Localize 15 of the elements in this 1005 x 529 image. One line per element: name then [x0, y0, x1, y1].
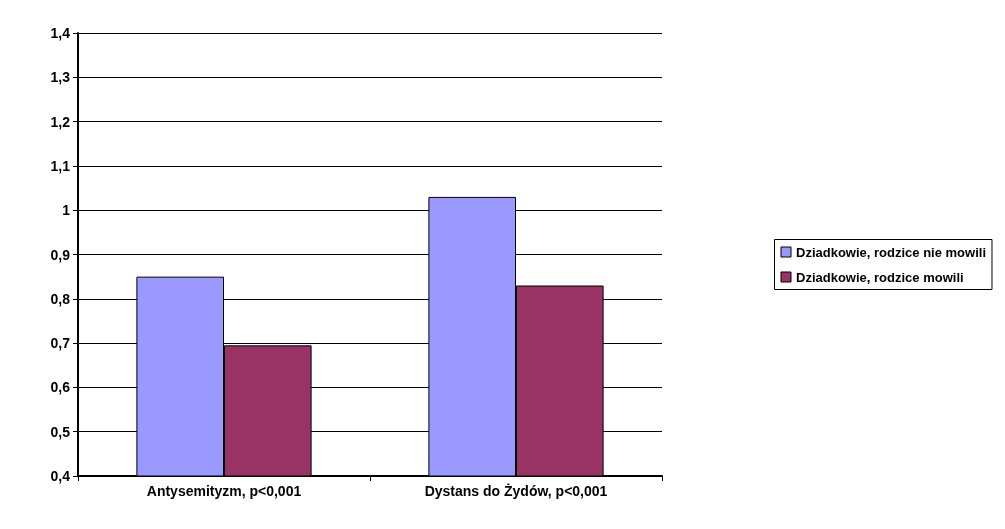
- legend-label: Dziadkowie, rodzice nie mowili: [796, 244, 987, 260]
- y-tick-label: 0,7: [50, 335, 71, 352]
- y-tick-label: 0,4: [50, 468, 71, 484]
- y-tick-label: 1: [62, 202, 71, 219]
- x-tick-label: Dystans do Żydów, p<0,001: [424, 483, 608, 499]
- y-tick-label: 0,9: [50, 246, 71, 263]
- y-tick-label: 1,2: [50, 113, 71, 130]
- y-tick-label: 1,3: [50, 69, 71, 86]
- y-tick-label: 0,5: [50, 423, 71, 440]
- y-tick-label: 1,4: [50, 25, 71, 41]
- legend-label: Dziadkowie, rodzice mowili: [796, 269, 964, 285]
- x-tick-label: Antysemityzm, p<0,001: [146, 483, 302, 499]
- y-tick-label: 0,6: [50, 379, 71, 396]
- y-tick-label: 1,1: [50, 157, 71, 174]
- y-tick-label: 0,8: [50, 290, 71, 307]
